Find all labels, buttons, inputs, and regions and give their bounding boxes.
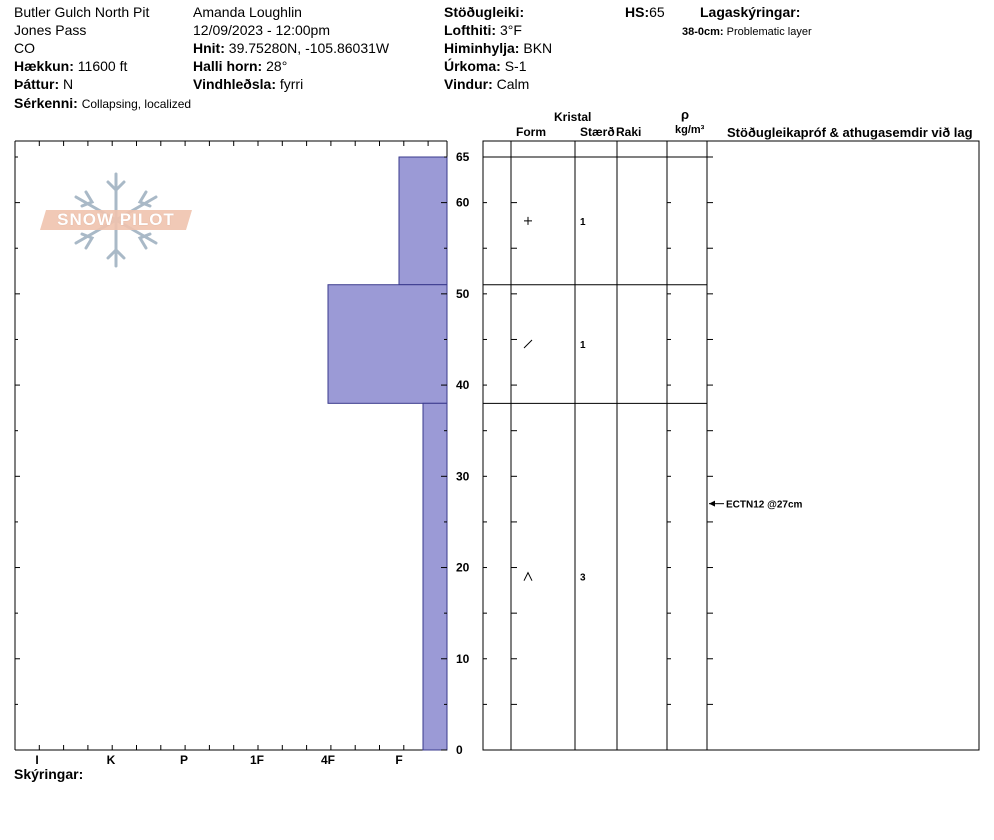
feature-value: Collapsing, localized xyxy=(81,97,192,111)
notes-label: Skýringar: xyxy=(14,766,84,782)
area-name: Jones Pass xyxy=(14,22,87,38)
depth-tick-label: 10 xyxy=(456,652,470,666)
aspect-value: N xyxy=(63,76,74,92)
hardness-tick-label: F xyxy=(395,753,402,767)
coords-value: 39.75280N, -105.86031W xyxy=(228,40,390,56)
rho-header: ρ xyxy=(681,107,690,122)
crystal-size-value: 3 xyxy=(580,573,586,584)
slope-value: 28° xyxy=(266,58,288,74)
snowpilot-logo-text: SNOW PILOT xyxy=(57,210,175,229)
depth-tick-label: 60 xyxy=(456,196,470,210)
depth-tick-label: 40 xyxy=(456,378,470,392)
wind-loading-value: fyrri xyxy=(279,76,304,92)
wind-label: Vindur: xyxy=(444,76,493,92)
state-name: CO xyxy=(14,40,35,56)
depth-tick-label: 65 xyxy=(456,150,470,164)
feature-field: Sérkenni: Collapsing, localized xyxy=(14,95,191,112)
slope-field: Halli horn: 28° xyxy=(193,58,287,74)
hardness-layer-bar xyxy=(327,284,448,404)
crystal-form-icon xyxy=(524,216,532,225)
layer-note-text: Problematic layer xyxy=(726,26,812,38)
moisture-header: Raki xyxy=(616,125,642,139)
depth-tick-label: 0 xyxy=(456,743,463,757)
hs-field: HS:65 xyxy=(625,4,665,20)
crystal-size-value: 1 xyxy=(580,340,586,351)
elevation-field: Hækkun: 11600 ft xyxy=(14,58,127,74)
density-unit-header: kg/m³ xyxy=(675,124,705,136)
hardness-tick-label: I xyxy=(35,753,38,767)
hardness-tick-label: 1F xyxy=(250,753,264,767)
aspect-label: Þáttur: xyxy=(14,76,60,92)
coords-label: Hnit: xyxy=(193,40,225,56)
wind-loading-field: Vindhleðsla: fyrri xyxy=(193,76,303,92)
hardness-layer-bar xyxy=(422,402,448,751)
snowpilot-logo: SNOW PILOT xyxy=(36,170,196,270)
coords-field: Hnit: 39.75280N, -105.86031W xyxy=(193,40,389,56)
precip-value: S-1 xyxy=(504,58,527,74)
air-temp-field: Lofthiti: 3°F xyxy=(444,22,522,38)
hs-value: 65 xyxy=(649,4,665,20)
layer-notes-label: Lagaskýringar: xyxy=(700,4,801,20)
air-temp-label: Lofthiti: xyxy=(444,22,497,38)
depth-tick-label: 50 xyxy=(456,287,470,301)
sky-field: Himinhylja: BKN xyxy=(444,40,552,56)
depth-tick-label: 20 xyxy=(456,561,470,575)
elevation-label: Hækkun: xyxy=(14,58,74,74)
tests-notes-header: Stöðugleikapróf & athugasemdir við lag xyxy=(727,125,973,140)
stability-test-label: ECTN12 @27cm xyxy=(726,500,803,511)
hardness-layer-bar xyxy=(398,156,448,286)
precip-label: Úrkoma: xyxy=(444,58,501,74)
hardness-tick-label: K xyxy=(107,753,116,767)
form-header: Form xyxy=(516,125,546,139)
layer-table-frame xyxy=(482,140,980,751)
depth-tick-label: 30 xyxy=(456,469,470,483)
size-header: Stærð xyxy=(580,125,615,139)
sky-value: BKN xyxy=(523,40,553,56)
wind-value: Calm xyxy=(496,76,530,92)
feature-label: Sérkenni: xyxy=(14,95,78,111)
stability-label: Stöðugleiki: xyxy=(444,4,525,20)
hs-label: HS: xyxy=(625,4,650,20)
layer-note: 38-0cm: Problematic layer xyxy=(682,24,812,40)
test-pointer-arrow xyxy=(709,500,715,507)
sky-label: Himinhylja: xyxy=(444,40,520,56)
aspect-field: Þáttur: N xyxy=(14,76,73,92)
crystal-size-value: 1 xyxy=(580,217,586,228)
air-temp-value: 3°F xyxy=(499,22,522,38)
observer-name: Amanda Loughlin xyxy=(193,4,302,20)
elevation-value: 11600 ft xyxy=(77,58,128,74)
stability-field: Stöðugleiki: xyxy=(444,4,524,20)
layer-note-depth: 38-0cm: xyxy=(682,26,724,38)
hardness-tick-label: 4F xyxy=(321,753,335,767)
wind-loading-label: Vindhleðsla: xyxy=(193,76,276,92)
crystal-form-icon xyxy=(523,339,533,349)
wind-field: Vindur: Calm xyxy=(444,76,529,92)
observation-datetime: 12/09/2023 - 12:00pm xyxy=(193,22,330,38)
crystal-form-icon xyxy=(523,571,533,581)
pit-name: Butler Gulch North Pit xyxy=(14,4,150,20)
crystal-header: Kristal xyxy=(554,110,592,124)
slope-label: Halli horn: xyxy=(193,58,263,74)
hardness-tick-label: P xyxy=(180,753,188,767)
precip-field: Úrkoma: S-1 xyxy=(444,58,526,74)
